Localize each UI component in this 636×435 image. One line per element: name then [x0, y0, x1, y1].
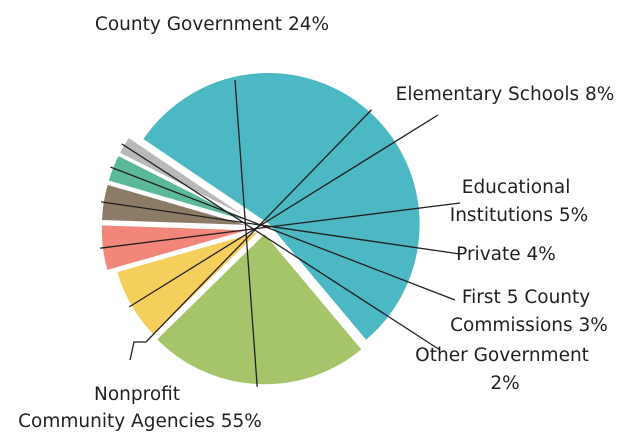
leader-elementary-schools [128, 114, 439, 308]
label-first-5-county-commissions: First 5 County Commissions 3% [450, 287, 608, 336]
label-other-government: Other Government 2% [415, 345, 595, 394]
label-county-government: County Government 24% [95, 14, 329, 35]
leader-educational-institutions [100, 202, 461, 249]
leader-other-government [121, 143, 441, 351]
leader-first-5-county-commissions [110, 166, 456, 301]
label-nonprofit-community-agencies: Nonprofit Community Agencies 55% [18, 384, 262, 432]
label-elementary-schools: Elementary Schools 8% [396, 84, 615, 105]
leader-county-government [234, 79, 258, 387]
label-educational-institutions: Educational Institutions 5% [450, 177, 589, 226]
leader-private [100, 201, 461, 255]
leader-lines [100, 79, 461, 387]
label-private: Private 4% [456, 244, 556, 265]
